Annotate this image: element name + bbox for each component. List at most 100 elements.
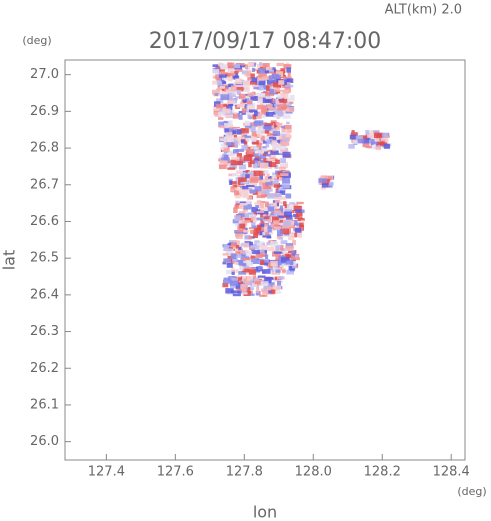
echo-cell <box>243 89 249 93</box>
echo-cell <box>270 150 279 155</box>
echo-cell <box>256 75 264 79</box>
echo-cell <box>257 249 265 255</box>
echo-cell <box>220 105 229 111</box>
echo-cell <box>258 98 264 102</box>
echo-cell <box>255 291 261 296</box>
echo-cell <box>251 206 258 213</box>
echo-cell <box>251 180 258 187</box>
echo-cell <box>256 286 260 293</box>
x-tick-label: 127.8 <box>226 465 263 480</box>
echo-cell <box>277 230 283 237</box>
echo-cell <box>274 200 281 203</box>
echo-cell <box>237 213 245 217</box>
echo-cell <box>229 280 239 286</box>
echo-cell <box>257 100 261 104</box>
echo-cell <box>367 132 375 138</box>
echo-cell <box>227 249 234 255</box>
echo-cell <box>290 250 296 255</box>
echo-cell <box>259 202 265 209</box>
echo-cell <box>250 80 257 85</box>
echo-cell <box>260 229 264 236</box>
echo-cell <box>274 193 282 198</box>
echo-cell <box>278 152 283 156</box>
echo-cell <box>223 279 232 284</box>
echo-cell <box>277 259 282 266</box>
echo-cell <box>285 110 293 114</box>
echo-cell <box>349 134 358 140</box>
echo-cell <box>280 163 288 169</box>
echo-cell <box>246 100 253 104</box>
echo-cell <box>267 227 272 233</box>
echo-cell <box>250 73 255 79</box>
echo-cell <box>284 211 292 217</box>
echo-cell <box>227 68 235 74</box>
echo-cell <box>223 277 231 281</box>
echo-cell <box>262 212 267 217</box>
echo-cell <box>250 147 259 150</box>
echo-cell <box>235 251 242 254</box>
echo-cell <box>286 269 294 275</box>
echo-cell <box>231 277 239 281</box>
echo-cell <box>267 132 271 137</box>
echo-cell <box>214 93 219 96</box>
echo-cell <box>264 277 272 284</box>
echo-cell <box>266 235 272 239</box>
echo-cell <box>254 202 261 205</box>
echo-cell <box>247 77 252 81</box>
echo-cell <box>216 98 224 104</box>
echo-cell <box>244 234 250 240</box>
echo-cell <box>246 262 253 266</box>
echo-cell <box>266 241 273 246</box>
echo-cell <box>277 184 286 189</box>
echo-cell <box>260 159 264 165</box>
echo-cell <box>230 85 237 92</box>
x-unit: (deg) <box>457 485 486 498</box>
echo-cell <box>235 233 243 239</box>
echo-cell <box>275 139 283 143</box>
echo-cell <box>223 152 228 155</box>
echo-cell <box>230 75 234 81</box>
echo-cell <box>259 201 265 204</box>
echo-cell <box>383 143 390 149</box>
echo-cell <box>227 167 236 170</box>
echo-cell <box>281 79 290 85</box>
echo-cell <box>255 252 263 258</box>
echo-cell <box>224 123 233 127</box>
echo-cell <box>269 161 277 168</box>
y-tick-label: 26.3 <box>30 324 59 339</box>
echo-cell <box>265 143 270 148</box>
echo-cell <box>215 92 222 97</box>
echo-cell <box>256 113 262 119</box>
echo-cell <box>296 201 304 205</box>
echo-cell <box>233 149 239 154</box>
x-tick-label: 127.6 <box>157 465 194 480</box>
echo-cell <box>240 128 249 134</box>
echo-cell <box>230 181 237 185</box>
echo-cell <box>218 74 227 78</box>
echo-cell <box>283 101 292 108</box>
echo-cell <box>234 183 241 187</box>
echo-cell <box>248 235 252 240</box>
echo-cell <box>264 136 271 142</box>
echo-cell <box>250 243 260 250</box>
echo-cell <box>253 160 259 164</box>
echo-cell <box>242 208 248 212</box>
echo-cell <box>242 292 248 295</box>
echo-cell <box>253 170 261 177</box>
echo-cell <box>228 95 232 102</box>
echo-cell <box>262 233 270 238</box>
echo-cell <box>278 215 284 219</box>
echo-cell <box>260 135 265 141</box>
echo-cell <box>258 85 264 91</box>
echo-cell <box>220 86 226 89</box>
echo-cell <box>260 211 269 215</box>
echo-cell <box>283 221 292 226</box>
echo-cell <box>286 82 291 85</box>
echo-cell <box>237 174 241 178</box>
echo-cell <box>253 111 258 117</box>
echo-cell <box>263 84 267 90</box>
y-tick-label: 26.9 <box>30 104 59 119</box>
echo-cell <box>247 114 251 119</box>
echo-cell <box>233 261 239 265</box>
echo-cell <box>292 240 296 246</box>
